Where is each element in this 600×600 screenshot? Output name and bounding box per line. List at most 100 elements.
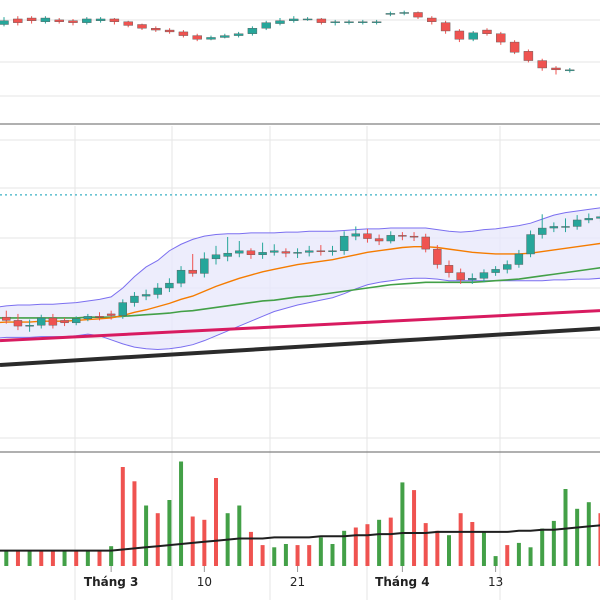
main-candle <box>165 278 174 293</box>
main-body <box>200 258 209 274</box>
main-candle <box>25 319 34 332</box>
volume-bar <box>237 505 242 566</box>
main-body <box>281 251 291 254</box>
volume-bar <box>353 527 358 566</box>
main-candle <box>130 292 139 307</box>
top-body <box>523 51 534 61</box>
volume-bar <box>598 513 600 566</box>
main-candle <box>95 312 104 321</box>
main-candle <box>223 236 232 262</box>
top-candle <box>178 30 189 38</box>
main-candle <box>60 317 69 327</box>
volume-bar <box>470 522 475 566</box>
top-candle <box>468 30 478 42</box>
top-candle <box>330 19 340 26</box>
top-candle <box>164 28 175 34</box>
volume-bar <box>551 520 556 566</box>
top-candle <box>358 19 368 25</box>
main-body <box>37 317 46 326</box>
main-candle <box>526 230 535 258</box>
top-candle <box>482 28 492 36</box>
top-candle <box>275 18 285 26</box>
main-body <box>235 250 244 254</box>
main-body <box>305 250 314 253</box>
main-body <box>363 233 372 239</box>
top-body <box>206 37 216 40</box>
volume-bar <box>15 550 20 566</box>
main-candle <box>351 226 360 241</box>
main-body <box>223 252 232 257</box>
main-body <box>293 252 302 254</box>
top-body <box>137 24 147 29</box>
main-candle <box>433 245 442 269</box>
main-candle <box>141 289 151 301</box>
main-body <box>13 320 23 327</box>
main-body <box>409 235 419 238</box>
top-candle <box>82 17 92 25</box>
main-body <box>176 269 186 284</box>
main-candle <box>246 248 256 259</box>
top-body <box>0 20 9 25</box>
volume-bar <box>214 478 218 566</box>
main-candle <box>561 218 570 233</box>
top-candle <box>496 31 506 45</box>
volume-bar <box>62 550 67 566</box>
main-body <box>339 235 349 251</box>
bollinger-upper-line <box>0 207 600 308</box>
x-axis-label: 13 <box>488 575 503 589</box>
volume-bar <box>283 544 288 566</box>
volume-bar <box>190 516 195 566</box>
main-body <box>118 302 128 316</box>
top-candle <box>206 35 216 41</box>
top-body <box>220 35 230 38</box>
volume-bar <box>4 550 9 566</box>
top-candle <box>151 26 161 32</box>
main-candle <box>200 252 209 278</box>
top-candle <box>13 16 23 26</box>
main-candle <box>71 316 81 326</box>
main-candle <box>106 310 116 320</box>
top-candle <box>220 33 230 39</box>
volume-bar <box>132 481 137 566</box>
volume-bar <box>563 489 568 566</box>
main-candle <box>444 260 454 278</box>
top-candle <box>344 19 354 25</box>
volume-bar <box>120 467 125 566</box>
top-body <box>385 13 396 15</box>
volume-bar <box>540 528 545 566</box>
top-candle <box>316 18 327 25</box>
top-candle <box>233 31 244 38</box>
top-body <box>371 21 382 23</box>
volume-bar <box>481 531 486 566</box>
volume-bar <box>400 482 405 566</box>
volume-bar <box>39 550 44 566</box>
top-candle <box>371 19 382 25</box>
volume-bar <box>167 500 172 566</box>
top-body <box>344 21 354 23</box>
top-body <box>247 28 258 34</box>
volume-bar <box>144 505 149 566</box>
main-candle <box>398 232 407 241</box>
main-body <box>25 325 34 327</box>
top-body <box>233 33 244 36</box>
top-body <box>289 18 299 22</box>
main-price-panel[interactable] <box>0 126 600 600</box>
top-candle <box>427 16 437 25</box>
main-candle <box>468 273 477 284</box>
main-candle <box>572 215 582 230</box>
top-body <box>551 67 561 71</box>
top-candle <box>95 17 106 23</box>
main-body <box>2 316 11 321</box>
volume-bar <box>74 550 79 566</box>
bollinger-fill <box>0 207 600 350</box>
volume-bar <box>423 523 428 566</box>
top-candle <box>68 18 78 26</box>
top-body <box>330 21 340 23</box>
main-body <box>584 218 593 221</box>
main-candle <box>549 222 559 233</box>
top-body <box>68 20 78 23</box>
main-body <box>444 265 454 273</box>
volume-bar <box>330 544 335 566</box>
